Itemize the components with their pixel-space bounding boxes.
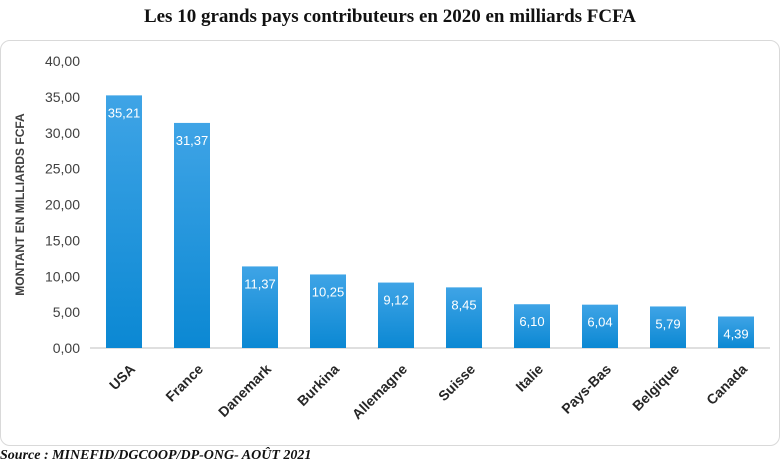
category-label: Belgique [629,361,682,414]
bar-chart: 0,00 5,00 10,00 15,00 20,00 25,00 30,00 35,00 40… [13,53,770,423]
bar-canada [718,316,754,348]
data-label: 4,39 [723,327,748,342]
category-label: France [162,361,206,405]
data-label: 10,25 [312,284,345,299]
bar-france [174,122,210,348]
bar-belgique [650,306,686,348]
category-label: Suisse [435,361,478,404]
y-tick-label: 10,00 [45,268,80,284]
bar-burkina [310,274,346,348]
y-tick-label: 20,00 [45,197,80,213]
data-label: 9,12 [383,293,408,308]
data-labels: 35,21 31,37 11,37 10,25 9,12 8,45 6,10 6,04 5,79… [108,105,749,341]
category-labels: USA France Danemark Burkina Allemagne Suisse I… [106,361,750,423]
bars [106,95,754,348]
data-label: 6,04 [587,315,612,330]
bar-usa [106,95,142,348]
data-label: 31,37 [176,133,209,148]
source-note: Source : MINEFID/DGCOOP/DP-ONG- AOÛT 202… [0,448,312,463]
bar-pays-bas [582,304,618,348]
y-axis-ticks: 0,00 5,00 10,00 15,00 20,00 25,00 30,00 35,00 40… [45,53,80,356]
bar-suisse [446,287,482,348]
bar-allemagne [378,282,414,348]
bar-italie [514,304,550,348]
y-tick-label: 5,00 [53,304,80,320]
y-tick-label: 35,00 [45,89,80,105]
data-label: 11,37 [244,276,276,291]
y-tick-label: 15,00 [45,232,80,248]
y-tick-label: 30,00 [45,125,80,141]
category-label: Pays-Bas [558,361,614,417]
category-label: Italie [512,361,546,395]
chart-title: Les 10 grands pays contributeurs en 2020… [143,6,637,27]
category-label: Danemark [215,361,274,420]
y-tick-label: 0,00 [53,340,80,356]
category-label: Canada [703,361,750,408]
y-tick-label: 25,00 [45,161,80,177]
y-tick-label: 40,00 [45,53,80,69]
category-label: Allemagne [349,361,411,423]
data-label: 35,21 [108,105,141,120]
data-label: 5,79 [655,316,680,331]
category-label: USA [106,361,138,393]
data-label: 6,10 [519,314,544,329]
data-label: 8,45 [451,297,476,312]
category-label: Burkina [294,361,342,409]
bar-danemark [242,266,278,348]
y-axis-label: MONTANT EN MILLIARDS FCFA [13,113,27,296]
